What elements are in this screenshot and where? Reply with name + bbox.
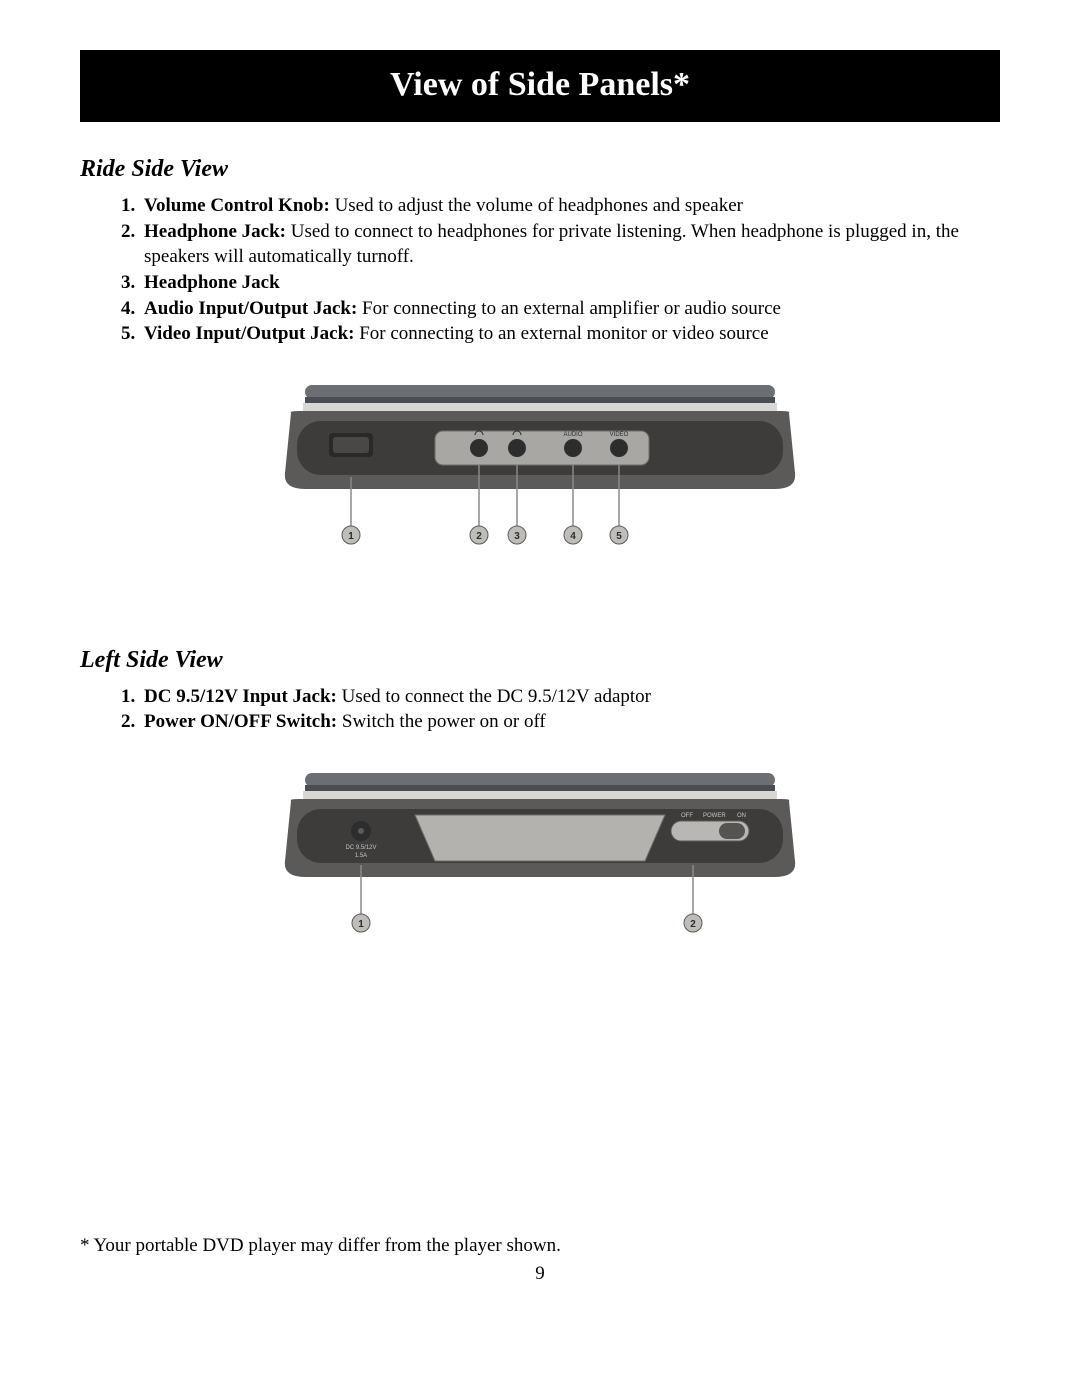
feature-label: Headphone Jack bbox=[144, 272, 280, 293]
feature-label: DC 9.5/12V Input Jack: bbox=[144, 686, 337, 707]
callout-num: 1 bbox=[348, 531, 354, 542]
feature-desc: Used to connect the DC 9.5/12V adaptor bbox=[337, 686, 651, 707]
switch-on-label: ON bbox=[737, 813, 746, 819]
right-side-list: Volume Control Knob: Used to adjust the … bbox=[80, 193, 1000, 347]
audio-label: AUDIO bbox=[563, 432, 582, 438]
feature-label: Headphone Jack: bbox=[144, 221, 286, 242]
feature-label: Video Input/Output Jack: bbox=[144, 323, 354, 344]
right-side-heading: Ride Side View bbox=[80, 156, 1000, 183]
callout-num: 2 bbox=[690, 919, 696, 930]
footnote: * Your portable DVD player may differ fr… bbox=[80, 1235, 1000, 1257]
feature-desc: Switch the power on or off bbox=[337, 711, 546, 732]
feature-desc: For connecting to an external monitor or… bbox=[354, 323, 768, 344]
page-title: View of Side Panels* bbox=[390, 66, 690, 103]
callout-num: 2 bbox=[476, 531, 482, 542]
callout-num: 4 bbox=[570, 531, 576, 542]
list-item: Headphone Jack: Used to connect to headp… bbox=[140, 219, 1000, 270]
left-side-list: DC 9.5/12V Input Jack: Used to connect t… bbox=[80, 684, 1000, 735]
switch-power-label: POWER bbox=[703, 813, 726, 819]
feature-desc: Used to adjust the volume of headphones … bbox=[330, 195, 743, 216]
right-side-diagram: AUDIO VIDEO 1 2 3 4 5 bbox=[80, 377, 1000, 577]
left-side-svg: DC 9.5/12V 1.5A OFF POWER ON 1 2 bbox=[275, 765, 805, 965]
feature-label: Volume Control Knob: bbox=[144, 195, 330, 216]
feature-label: Audio Input/Output Jack: bbox=[144, 298, 357, 319]
callout-num: 5 bbox=[616, 531, 622, 542]
left-side-diagram: DC 9.5/12V 1.5A OFF POWER ON 1 2 bbox=[80, 765, 1000, 965]
list-item: Volume Control Knob: Used to adjust the … bbox=[140, 193, 1000, 219]
callout-num: 1 bbox=[358, 919, 364, 930]
svg-text:DC 9.5/12V: DC 9.5/12V bbox=[345, 845, 376, 851]
list-item: Video Input/Output Jack: For connecting … bbox=[140, 321, 1000, 347]
list-item: Headphone Jack bbox=[140, 270, 1000, 296]
page-number: 9 bbox=[80, 1263, 1000, 1285]
left-side-heading: Left Side View bbox=[80, 647, 1000, 674]
svg-text:1.5A: 1.5A bbox=[355, 853, 367, 859]
switch-off-label: OFF bbox=[681, 813, 693, 819]
feature-desc: For connecting to an external amplifier … bbox=[357, 298, 781, 319]
feature-label: Power ON/OFF Switch: bbox=[144, 711, 337, 732]
list-item: Audio Input/Output Jack: For connecting … bbox=[140, 296, 1000, 322]
list-item: DC 9.5/12V Input Jack: Used to connect t… bbox=[140, 684, 1000, 710]
right-side-svg: AUDIO VIDEO 1 2 3 4 5 bbox=[275, 377, 805, 577]
callout-num: 3 bbox=[514, 531, 520, 542]
page-title-bar: View of Side Panels* bbox=[80, 50, 1000, 122]
video-label: VIDEO bbox=[610, 432, 629, 438]
manual-page: View of Side Panels* Ride Side View Volu… bbox=[0, 0, 1080, 1397]
list-item: Power ON/OFF Switch: Switch the power on… bbox=[140, 709, 1000, 735]
